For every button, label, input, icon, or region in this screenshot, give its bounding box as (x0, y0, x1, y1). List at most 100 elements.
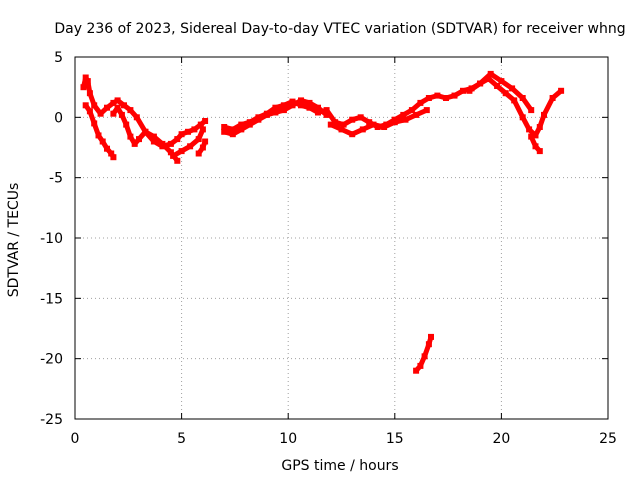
data-point (202, 138, 209, 145)
data-point (332, 119, 339, 126)
data-point (95, 132, 102, 139)
data-point (187, 143, 194, 150)
data-point (150, 138, 157, 145)
data-point (370, 121, 377, 128)
data-point (306, 104, 313, 111)
data-point (528, 133, 535, 140)
data-point (532, 132, 539, 139)
chart-grid (75, 57, 608, 419)
data-point (381, 124, 388, 130)
data-point (357, 114, 364, 121)
data-point (400, 111, 407, 118)
series-sat-a (81, 75, 208, 149)
y-tick-label: 5 (54, 50, 63, 66)
data-point (338, 126, 345, 133)
data-point (174, 136, 181, 143)
axis-ticks: 0 5 10 15 20 25 -25 -20 -15 -10 -5 0 5 (40, 50, 617, 447)
data-point (280, 102, 287, 109)
x-tick-label: 15 (386, 431, 404, 447)
data-point (84, 78, 91, 85)
x-tick-label: 20 (492, 431, 510, 447)
data-point (487, 70, 494, 77)
data-point (391, 119, 398, 126)
data-point (423, 107, 430, 114)
data-point (298, 102, 304, 109)
data-point (178, 148, 185, 155)
data-point (413, 367, 420, 374)
data-point (315, 109, 321, 116)
data-point (104, 104, 110, 111)
data-point (80, 84, 87, 91)
data-point (174, 157, 181, 164)
data-point (246, 121, 253, 128)
data-point (460, 87, 466, 94)
data-point (185, 128, 191, 135)
data-point (110, 154, 117, 161)
data-point (150, 133, 157, 140)
data-point (298, 97, 304, 104)
data-point (443, 95, 449, 101)
data-point (221, 124, 228, 130)
data-point (434, 92, 441, 99)
data-point (202, 118, 209, 124)
data-series (80, 70, 565, 374)
data-point (349, 131, 356, 138)
data-point (536, 148, 543, 155)
data-point (108, 150, 115, 157)
data-point (82, 102, 89, 109)
y-tick-label: -25 (40, 412, 63, 428)
y-tick-label: 0 (54, 110, 63, 126)
data-point (229, 126, 236, 133)
data-point (528, 107, 535, 114)
data-point (466, 87, 473, 94)
y-tick-label: -20 (40, 352, 63, 368)
data-point (86, 108, 93, 115)
x-tick-label: 10 (279, 431, 297, 447)
data-point (195, 150, 202, 157)
chart-title: Day 236 of 2023, Sidereal Day-to-day VTE… (54, 21, 625, 37)
data-point (178, 131, 185, 138)
data-point (159, 140, 166, 147)
data-point (519, 95, 526, 101)
y-tick-label: -5 (49, 171, 63, 187)
data-point (494, 83, 501, 89)
data-point (238, 121, 245, 128)
data-point (340, 121, 347, 128)
data-point (558, 87, 565, 94)
data-point (519, 114, 526, 121)
data-point (97, 110, 104, 117)
x-tick-label: 0 (71, 431, 80, 447)
data-point (349, 116, 356, 123)
y-tick-label: -15 (40, 291, 63, 307)
data-point (315, 104, 321, 111)
data-point (289, 102, 296, 109)
data-point (366, 119, 373, 126)
data-point (131, 140, 138, 147)
series-sat-h (328, 107, 430, 137)
data-point (323, 107, 330, 114)
data-point (417, 99, 424, 106)
data-point (91, 102, 98, 109)
data-point (408, 107, 415, 114)
data-point (272, 104, 279, 111)
data-point (99, 138, 106, 145)
data-point (509, 85, 516, 92)
data-point (197, 121, 204, 128)
data-point (136, 136, 142, 143)
data-point (104, 145, 110, 152)
x-tick-label: 25 (599, 431, 617, 447)
data-point (532, 143, 539, 150)
data-point (526, 126, 533, 133)
data-point (86, 90, 93, 97)
data-point (199, 126, 206, 133)
data-point (280, 107, 287, 114)
data-point (402, 116, 409, 123)
data-point (289, 98, 296, 105)
data-point (502, 90, 509, 97)
data-point (306, 99, 313, 106)
data-point (110, 110, 117, 117)
data-point (121, 102, 127, 109)
data-point (123, 121, 130, 128)
data-point (327, 121, 334, 128)
